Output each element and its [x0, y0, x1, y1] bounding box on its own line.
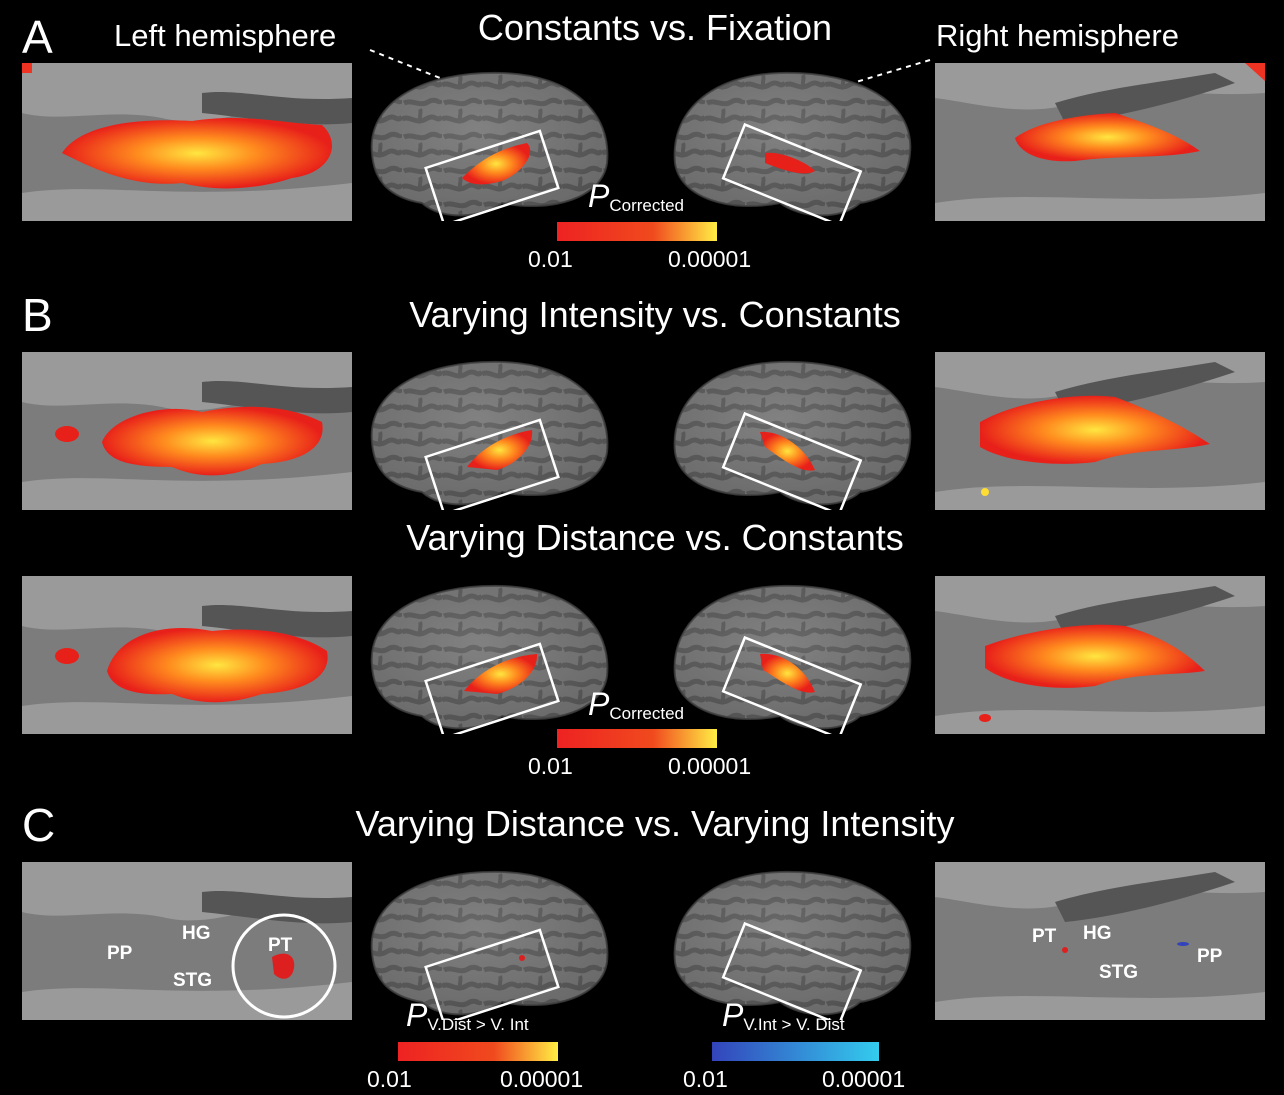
- roi-label-hg-right: HG: [1083, 923, 1112, 944]
- roi-label-pt-right: PT: [1032, 926, 1057, 947]
- right-zoom-view-b2: [935, 576, 1265, 734]
- colorbar-b-max: 0.00001: [668, 753, 752, 779]
- right-zoom-view-b1: [935, 352, 1265, 510]
- colorbar-a-max: 0.00001: [668, 246, 752, 272]
- left-brain-view-a: [362, 63, 617, 221]
- right-brain-view-c: [665, 862, 920, 1020]
- colorbar-a-p-label: PCorrected: [588, 178, 684, 215]
- colorbar-c-warm-p-label: PV.Dist > V. Int: [406, 997, 529, 1034]
- colorbar-b-p-label: PCorrected: [588, 686, 684, 723]
- left-zoom-view-c: [22, 862, 352, 1020]
- roi-label-pp-right: PP: [1197, 946, 1223, 967]
- roi-label-stg-right: STG: [1099, 962, 1139, 983]
- colorbar-c-cool-max: 0.00001: [822, 1066, 906, 1092]
- panel-b-title-1: Varying Intensity vs. Constants: [409, 294, 901, 335]
- right-brain-view-a: [665, 63, 920, 221]
- left-brain-view-b2: [362, 576, 617, 734]
- left-brain-view-b1: [362, 352, 617, 510]
- right-brain-view-b2: [665, 576, 920, 734]
- panel-c-title: Varying Distance vs. Varying Intensity: [355, 803, 955, 844]
- panel-a-title: Constants vs. Fixation: [477, 7, 833, 48]
- colorbar-b: [557, 729, 717, 748]
- colorbar-a-min: 0.01: [528, 246, 573, 272]
- roi-label-pp-left: PP: [107, 943, 133, 964]
- right-zoom-view-c: [935, 862, 1265, 1020]
- colorbar-c-warm-min: 0.01: [367, 1066, 412, 1092]
- colorbar-c-cool-p-label: PV.Int > V. Dist: [722, 997, 845, 1034]
- roi-label-pt-left: PT: [268, 935, 293, 956]
- right-hemisphere-label: Right hemisphere: [936, 18, 1179, 53]
- right-brain-view-b1: [665, 352, 920, 510]
- panel-letter-a: A: [22, 11, 53, 63]
- panel-letter-c: C: [22, 799, 56, 851]
- colorbar-c-warm-max: 0.00001: [500, 1066, 584, 1092]
- right-zoom-view-a: [935, 63, 1265, 221]
- colorbar-c-cool-min: 0.01: [683, 1066, 728, 1092]
- panel-letter-b: B: [22, 289, 53, 341]
- left-zoom-view-b1: [22, 352, 352, 510]
- left-zoom-view-a: [22, 63, 352, 221]
- colorbar-a: [557, 222, 717, 241]
- colorbar-c-cool: [712, 1042, 879, 1061]
- left-zoom-view-b2: [22, 576, 352, 734]
- panel-b-title-2: Varying Distance vs. Constants: [406, 517, 904, 558]
- roi-label-hg-left: HG: [182, 923, 211, 944]
- left-brain-view-c: [362, 862, 617, 1020]
- roi-label-stg-left: STG: [173, 970, 213, 991]
- colorbar-b-min: 0.01: [528, 753, 573, 779]
- colorbar-c-warm: [398, 1042, 558, 1061]
- left-hemisphere-label: Left hemisphere: [114, 18, 337, 53]
